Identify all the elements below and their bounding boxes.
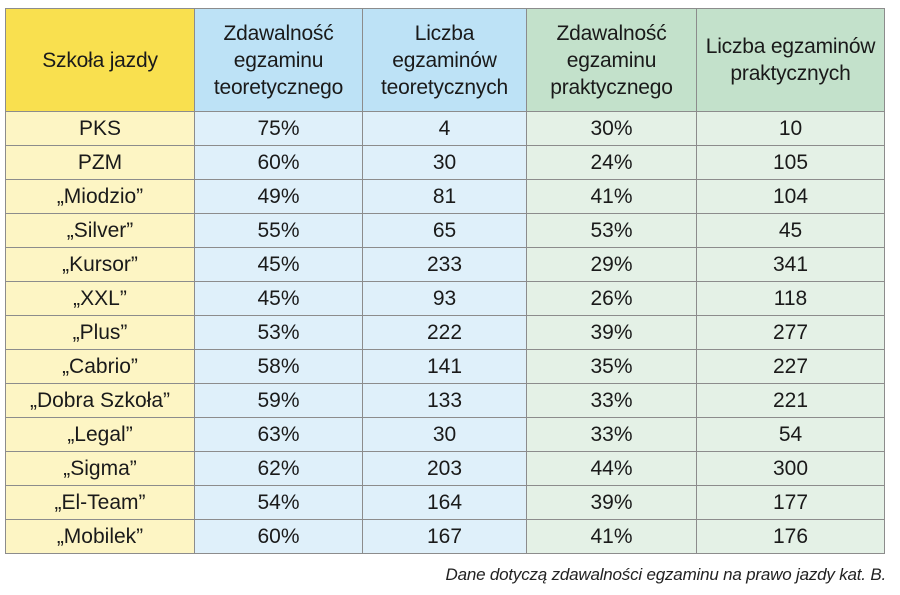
cell-school: „Kursor” <box>5 247 195 282</box>
cell-practice-count: 277 <box>696 315 885 350</box>
cell-theory-count: 141 <box>362 349 527 384</box>
cell-practice-pass-rate: 26% <box>526 281 697 316</box>
cell-school: PKS <box>5 111 195 146</box>
header-row: Szkoła jazdy Zdawalność egzaminu teorety… <box>5 8 885 112</box>
cell-theory-pass-rate: 45% <box>194 247 363 282</box>
cell-theory-pass-rate: 60% <box>194 519 363 554</box>
cell-theory-pass-rate: 55% <box>194 213 363 248</box>
table-row: „Dobra Szkoła” 59% 133 33% 221 <box>5 383 885 418</box>
cell-practice-pass-rate: 30% <box>526 111 697 146</box>
cell-practice-pass-rate: 41% <box>526 519 697 554</box>
table-row: PZM 60% 30 24% 105 <box>5 145 885 180</box>
table-body: PKS 75% 4 30% 10 PZM 60% 30 24% 105 „Miodzio” 49% 81… <box>5 111 885 554</box>
table-row: „XXL” 45% 93 26% 118 <box>5 281 885 316</box>
cell-school: „Sigma” <box>5 451 195 486</box>
cell-theory-count: 167 <box>362 519 527 554</box>
table-row: PKS 75% 4 30% 10 <box>5 111 885 146</box>
results-table: Szkoła jazdy Zdawalność egzaminu teorety… <box>5 8 885 554</box>
cell-school: „Dobra Szkoła” <box>5 383 195 418</box>
cell-practice-pass-rate: 53% <box>526 213 697 248</box>
cell-theory-count: 222 <box>362 315 527 350</box>
cell-practice-count: 104 <box>696 179 885 214</box>
cell-theory-pass-rate: 59% <box>194 383 363 418</box>
cell-practice-pass-rate: 35% <box>526 349 697 384</box>
cell-theory-count: 81 <box>362 179 527 214</box>
cell-theory-count: 4 <box>362 111 527 146</box>
table-header: Szkoła jazdy Zdawalność egzaminu teorety… <box>5 8 885 112</box>
cell-practice-count: 177 <box>696 485 885 520</box>
cell-practice-count: 341 <box>696 247 885 282</box>
cell-theory-count: 203 <box>362 451 527 486</box>
header-theory-pass-rate: Zdawalność egzaminu teoretycznego <box>194 8 363 112</box>
cell-theory-count: 65 <box>362 213 527 248</box>
table-row: „El-Team” 54% 164 39% 177 <box>5 485 885 520</box>
cell-theory-pass-rate: 58% <box>194 349 363 384</box>
cell-theory-pass-rate: 54% <box>194 485 363 520</box>
cell-practice-pass-rate: 33% <box>526 417 697 452</box>
cell-practice-pass-rate: 41% <box>526 179 697 214</box>
cell-theory-pass-rate: 53% <box>194 315 363 350</box>
cell-theory-count: 233 <box>362 247 527 282</box>
cell-practice-pass-rate: 29% <box>526 247 697 282</box>
cell-theory-pass-rate: 60% <box>194 145 363 180</box>
cell-theory-count: 93 <box>362 281 527 316</box>
cell-practice-count: 105 <box>696 145 885 180</box>
cell-school: „Legal” <box>5 417 195 452</box>
cell-practice-pass-rate: 44% <box>526 451 697 486</box>
cell-school: „Silver” <box>5 213 195 248</box>
cell-school: „Miodzio” <box>5 179 195 214</box>
cell-school: „Mobilek” <box>5 519 195 554</box>
table-row: „Mobilek” 60% 167 41% 176 <box>5 519 885 554</box>
cell-practice-count: 221 <box>696 383 885 418</box>
table-row: „Miodzio” 49% 81 41% 104 <box>5 179 885 214</box>
header-practice-pass-rate: Zdawalność egzaminu praktycznego <box>526 8 697 112</box>
cell-school: PZM <box>5 145 195 180</box>
table-row: „Plus” 53% 222 39% 277 <box>5 315 885 350</box>
cell-practice-pass-rate: 39% <box>526 485 697 520</box>
cell-practice-count: 300 <box>696 451 885 486</box>
cell-practice-count: 227 <box>696 349 885 384</box>
cell-theory-pass-rate: 49% <box>194 179 363 214</box>
cell-practice-pass-rate: 33% <box>526 383 697 418</box>
cell-practice-count: 10 <box>696 111 885 146</box>
table-row: „Cabrio” 58% 141 35% 227 <box>5 349 885 384</box>
cell-theory-count: 133 <box>362 383 527 418</box>
header-practice-count: Liczba egzaminów praktycznych <box>696 8 885 112</box>
cell-practice-pass-rate: 39% <box>526 315 697 350</box>
table-row: „Sigma” 62% 203 44% 300 <box>5 451 885 486</box>
cell-school: „XXL” <box>5 281 195 316</box>
header-school: Szkoła jazdy <box>5 8 195 112</box>
cell-theory-count: 164 <box>362 485 527 520</box>
cell-theory-pass-rate: 45% <box>194 281 363 316</box>
cell-school: „Plus” <box>5 315 195 350</box>
cell-practice-count: 45 <box>696 213 885 248</box>
cell-practice-pass-rate: 24% <box>526 145 697 180</box>
cell-theory-pass-rate: 75% <box>194 111 363 146</box>
table-row: „Legal” 63% 30 33% 54 <box>5 417 885 452</box>
cell-theory-pass-rate: 63% <box>194 417 363 452</box>
cell-practice-count: 54 <box>696 417 885 452</box>
data-table-container: Szkoła jazdy Zdawalność egzaminu teorety… <box>5 8 885 554</box>
cell-school: „El-Team” <box>5 485 195 520</box>
table-row: „Kursor” 45% 233 29% 341 <box>5 247 885 282</box>
cell-theory-count: 30 <box>362 417 527 452</box>
cell-theory-pass-rate: 62% <box>194 451 363 486</box>
cell-practice-count: 118 <box>696 281 885 316</box>
header-theory-count: Liczba egzaminów teoretycznych <box>362 8 527 112</box>
cell-school: „Cabrio” <box>5 349 195 384</box>
table-row: „Silver” 55% 65 53% 45 <box>5 213 885 248</box>
cell-practice-count: 176 <box>696 519 885 554</box>
cell-theory-count: 30 <box>362 145 527 180</box>
footnote: Dane dotyczą zdawalności egzaminu na pra… <box>445 565 887 584</box>
